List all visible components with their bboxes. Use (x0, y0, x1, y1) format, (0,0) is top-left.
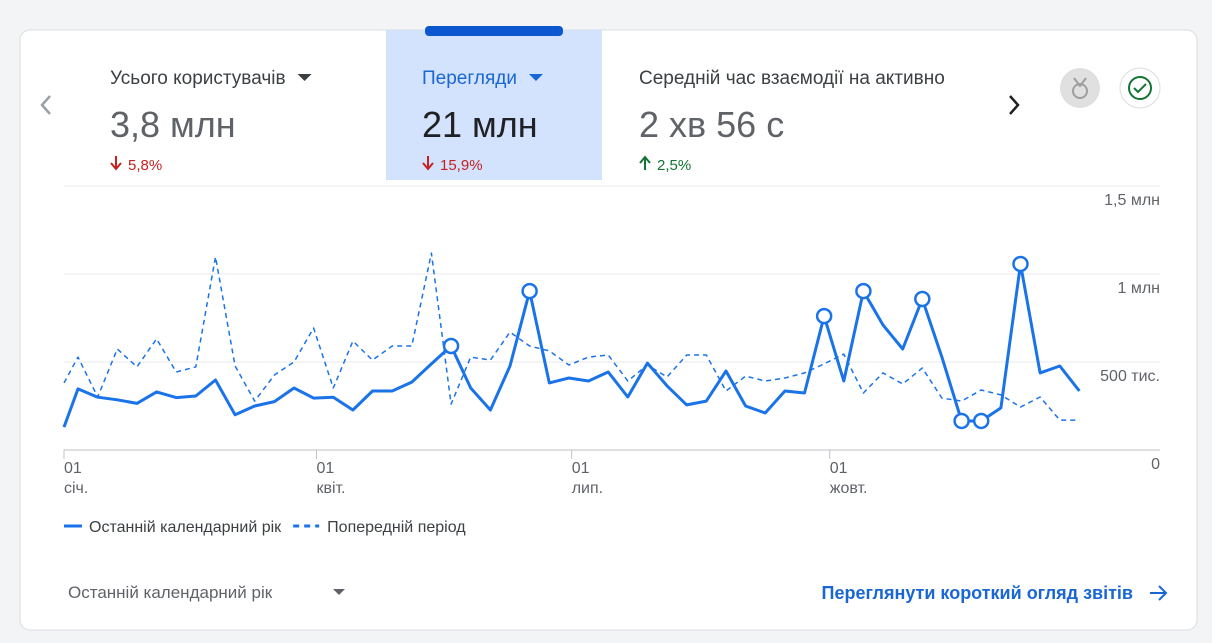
check-circle (1128, 76, 1152, 100)
tab-value: 21 млн (422, 104, 538, 145)
prev-arrow[interactable] (40, 95, 51, 115)
up-arrow (639, 155, 651, 170)
tab-title[interactable]: Усього користувачів (110, 68, 286, 89)
x-tick-month: лип. (572, 480, 603, 497)
tab-value: 2 хв 56 с (639, 104, 784, 145)
series-line (62, 262, 1081, 428)
y-tick-label: 0 (1151, 456, 1160, 473)
medal-icon[interactable] (1060, 68, 1100, 108)
tab-title[interactable]: Перегляди (422, 68, 517, 89)
tab-value: 3,8 млн (110, 104, 236, 145)
x-tick-label: 01 (830, 460, 848, 477)
tab-caret (297, 74, 312, 81)
anomaly-marker[interactable] (1012, 255, 1029, 273)
period-caret (333, 589, 345, 595)
x-tick-label: 01 (316, 460, 334, 477)
reports-link[interactable]: Переглянути короткий огляд звітів (822, 583, 1134, 603)
x-tick-month: січ. (64, 480, 88, 497)
check-button[interactable] (1119, 67, 1161, 109)
legend-label: Останній календарний рік (89, 519, 282, 536)
anomaly-marker[interactable] (521, 282, 538, 300)
check-mark (1133, 83, 1147, 94)
anomaly-marker[interactable] (953, 412, 970, 430)
tab-change: 2,5% (657, 157, 691, 174)
tab-caret (528, 74, 543, 81)
y-tick-label: 1,5 млн (1104, 192, 1160, 209)
x-tick-label: 01 (64, 460, 82, 477)
series-line (63, 252, 1080, 421)
x-tick-month: квіт. (316, 480, 345, 497)
anomaly-marker[interactable] (855, 282, 872, 300)
next-arrow[interactable] (1009, 95, 1020, 115)
card (19, 29, 1198, 631)
medal-icon-inner (1072, 83, 1088, 99)
tab-change: 5,8% (128, 157, 162, 174)
link-arrow (1150, 585, 1168, 601)
anomaly-marker[interactable] (972, 412, 990, 430)
down-arrow (422, 156, 434, 171)
anomaly-marker[interactable] (914, 290, 931, 308)
active-tab-bar (425, 26, 563, 36)
y-tick-label: 500 тис. (1100, 368, 1160, 385)
tab-change: 15,9% (440, 157, 483, 174)
anomaly-marker[interactable] (815, 307, 833, 325)
anomaly-marker[interactable] (442, 337, 460, 355)
period-selector[interactable]: Останній календарний рік (68, 583, 273, 602)
down-arrow (110, 156, 122, 171)
tab-title[interactable]: Середній час взаємодії на активно (639, 68, 945, 89)
x-tick-month: жовт. (830, 480, 868, 497)
x-tick-label: 01 (572, 460, 590, 477)
medal-ribbon (1073, 77, 1087, 88)
active-tab-bg[interactable] (386, 30, 602, 180)
y-tick-label: 1 млн (1117, 280, 1160, 297)
legend-label: Попередній період (327, 519, 466, 536)
